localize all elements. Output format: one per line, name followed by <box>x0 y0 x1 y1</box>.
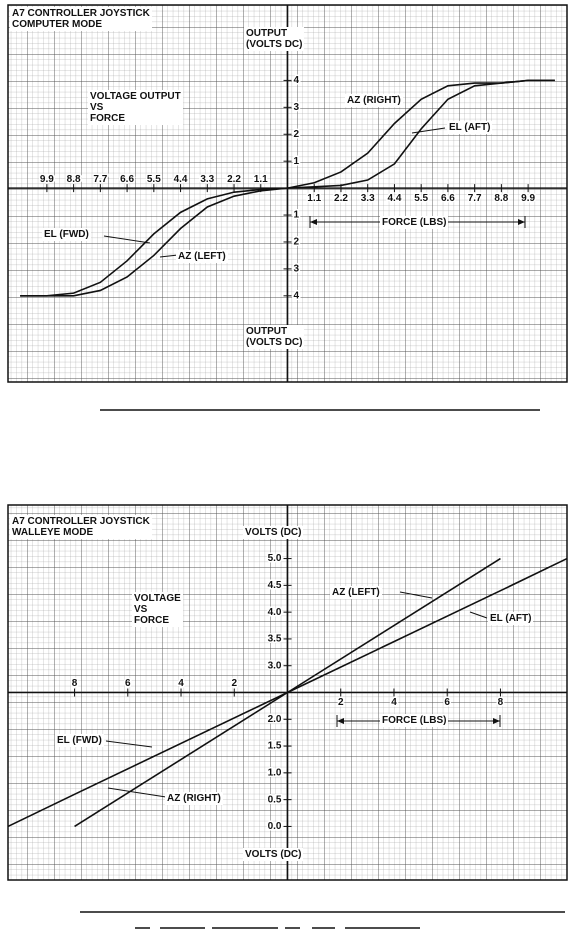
x-tick-label: 8.8 <box>67 174 81 185</box>
series-label: AZ (LEFT) <box>176 250 228 263</box>
chart-subtitle: VOLTAGE VS FORCE <box>132 592 183 627</box>
series-label: EL (FWD) <box>55 734 104 747</box>
x-tick-label: 1.1 <box>254 174 268 185</box>
leader-line <box>103 235 151 244</box>
data-line <box>287 557 568 694</box>
y-tick-label: 3.5 <box>268 634 282 645</box>
y-tick-label: 2 <box>294 237 300 248</box>
y-axis-label: OUTPUT (VOLTS DC) <box>244 27 305 51</box>
x-tick-label: 4 <box>178 678 184 689</box>
leader-line <box>159 254 179 258</box>
data-line <box>7 691 288 828</box>
x-tick-label: 1.1 <box>307 193 321 204</box>
y-tick-label: 2.0 <box>268 714 282 725</box>
series-label: EL (FWD) <box>42 228 91 241</box>
leader-line <box>399 591 433 599</box>
series-label: AZ (LEFT) <box>330 586 382 599</box>
x-tick-label: 9.9 <box>40 174 54 185</box>
x-tick-label: 4 <box>391 697 397 708</box>
y-tick-label: 1.5 <box>268 741 282 752</box>
y-tick-label: 1 <box>294 210 300 221</box>
x-tick-label: 8 <box>498 697 504 708</box>
series-label: AZ (RIGHT) <box>165 792 223 805</box>
x-tick-label: 9.9 <box>521 193 535 204</box>
data-line <box>74 691 288 828</box>
x-tick-label: 2.2 <box>227 174 241 185</box>
x-axis-label: FORCE (LBS) <box>380 714 449 727</box>
x-tick-label: 4.4 <box>387 193 401 204</box>
x-tick-label: 5.5 <box>147 174 161 185</box>
y-tick-label: 2 <box>294 129 300 140</box>
chart-subtitle: VOLTAGE OUTPUT VS FORCE <box>88 90 183 125</box>
y-axis-label: OUTPUT (VOLTS DC) <box>244 325 305 349</box>
y-axis-label: VOLTS (DC) <box>243 526 304 539</box>
x-tick-label: 3.3 <box>200 174 214 185</box>
y-tick-label: 4 <box>294 290 300 301</box>
data-line <box>287 79 555 189</box>
series-label: AZ (RIGHT) <box>345 94 403 107</box>
y-tick-label: 1.0 <box>268 767 282 778</box>
x-tick-label: 5.5 <box>414 193 428 204</box>
y-tick-label: 4 <box>294 75 300 86</box>
series-label: EL (AFT) <box>447 121 493 134</box>
x-tick-label: 3.3 <box>361 193 375 204</box>
x-tick-label: 7.7 <box>468 193 482 204</box>
x-tick-label: 6.6 <box>120 174 134 185</box>
chart-title: A7 CONTROLLER JOYSTICK COMPUTER MODE <box>10 7 152 31</box>
data-line <box>20 187 288 297</box>
y-tick-label: 3 <box>294 102 300 113</box>
chart-title: A7 CONTROLLER JOYSTICK WALLEYE MODE <box>10 515 152 539</box>
leader-line <box>411 127 446 134</box>
y-tick-label: 1 <box>294 156 300 167</box>
y-tick-label: 5.0 <box>268 553 282 564</box>
x-axis-label: FORCE (LBS) <box>380 216 449 229</box>
leader-line <box>107 787 167 798</box>
y-tick-label: 4.0 <box>268 607 282 618</box>
x-tick-label: 7.7 <box>93 174 107 185</box>
x-tick-label: 6 <box>444 697 450 708</box>
x-tick-label: 6 <box>125 678 131 689</box>
x-tick-label: 6.6 <box>441 193 455 204</box>
y-tick-label: 0.0 <box>268 821 282 832</box>
leader-line <box>469 611 488 619</box>
y-tick-label: 0.5 <box>268 794 282 805</box>
x-tick-label: 2 <box>231 678 237 689</box>
x-tick-label: 2.2 <box>334 193 348 204</box>
y-tick-label: 3 <box>294 264 300 275</box>
data-line <box>20 187 288 297</box>
series-label: EL (AFT) <box>488 612 534 625</box>
y-tick-label: 4.5 <box>268 580 282 591</box>
x-tick-label: 2 <box>338 697 344 708</box>
leader-line <box>105 740 153 748</box>
y-tick-label: 3.0 <box>268 660 282 671</box>
x-tick-label: 8 <box>72 678 78 689</box>
y-axis-label: VOLTS (DC) <box>243 848 304 861</box>
data-line <box>287 557 501 694</box>
x-tick-label: 4.4 <box>174 174 188 185</box>
x-tick-label: 8.8 <box>494 193 508 204</box>
